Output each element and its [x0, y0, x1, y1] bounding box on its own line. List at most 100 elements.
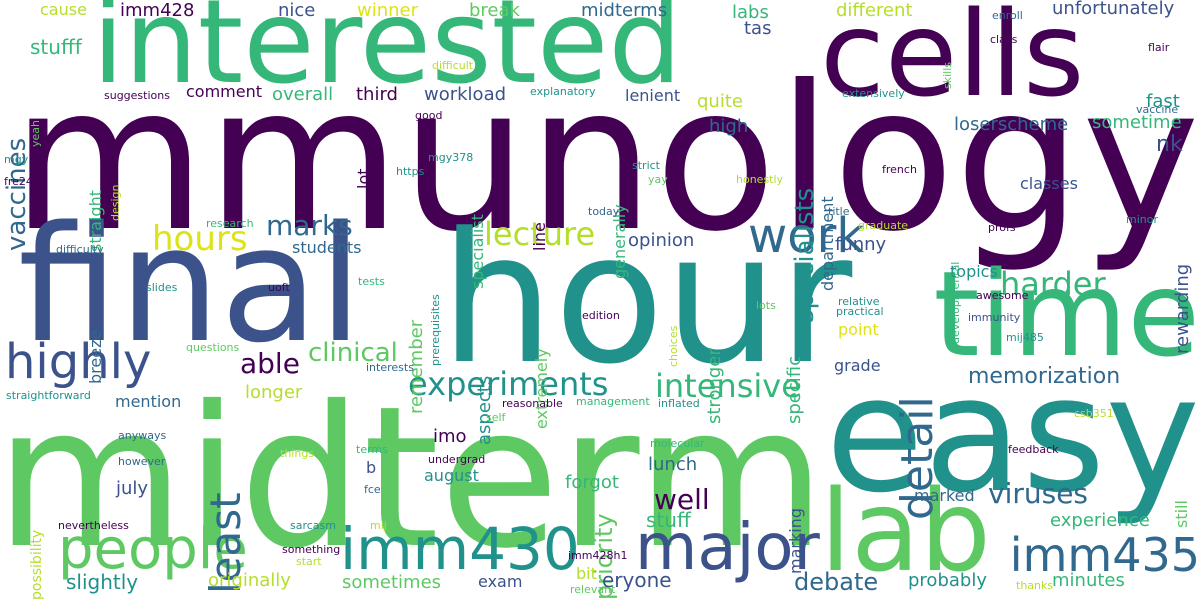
word-able: able [240, 347, 300, 380]
word-vaccine: vaccine [1136, 103, 1179, 116]
word-reasonable: reasonable [502, 397, 563, 410]
word-cause: cause [40, 0, 87, 19]
word-harder: harder [1000, 265, 1106, 303]
word-minor: minor [1126, 213, 1158, 226]
word-experience: experience [1050, 510, 1150, 531]
word-however: however [118, 455, 166, 468]
word-third: third [356, 84, 398, 105]
word-probably: probably [908, 570, 987, 591]
word-imo: imo [433, 426, 467, 447]
word-immunology: immunology [0, 43, 1200, 276]
word-loserscheme: loserscheme [954, 114, 1069, 135]
word-practical: practical [836, 305, 884, 318]
word-labs: labs [732, 2, 769, 23]
word-yay: yay [648, 173, 668, 186]
word-august: august [424, 466, 479, 485]
word-molecular: molecular [650, 437, 705, 450]
word-final: final [18, 191, 363, 378]
word-imm428h1: imm428h1 [568, 549, 628, 562]
word-edition: edition [582, 309, 620, 322]
word-breeze: breeze [86, 329, 105, 384]
word-opinion: opinion [628, 230, 695, 251]
word-suggestions: suggestions [104, 89, 170, 102]
word-interests: interests [366, 361, 414, 374]
word-relative: relative [838, 295, 880, 308]
word-longer: longer [245, 382, 303, 403]
word-imm428: imm428 [120, 0, 195, 21]
word-minutes: minutes [1052, 570, 1125, 591]
word-memorization: memorization [968, 364, 1121, 389]
word-lab: lab [820, 467, 991, 597]
word-lots: lots [756, 299, 776, 312]
word-forgot: forgot [565, 472, 619, 493]
word-specific: specific [784, 355, 805, 424]
word-thanks: thanks [1016, 579, 1054, 592]
word-graduate: graduate [858, 219, 909, 232]
word-comment: comment [186, 82, 263, 101]
word-sometime: sometime [1092, 112, 1182, 133]
word-work: work [748, 208, 865, 264]
word-specialist: specialist [468, 214, 487, 289]
word-design: design [109, 184, 122, 222]
word-mij485: mij485 [1006, 331, 1044, 344]
word-break: break [469, 0, 520, 21]
word-lecture: lecture [484, 215, 596, 253]
word-funny: funny [835, 234, 887, 255]
word-self: self [486, 411, 506, 424]
word-tests: tests [358, 275, 385, 288]
word-lunch: lunch [648, 454, 698, 475]
word-choices: choices [667, 325, 680, 367]
word-straightforward: straightforward [6, 389, 91, 402]
word-different: different [836, 0, 913, 21]
word-https: https [396, 165, 425, 178]
word-stronger: stronger [704, 348, 725, 424]
word-tas: tas [744, 18, 772, 39]
word-sometimes: sometimes [342, 572, 442, 593]
word-debate: debate [794, 568, 879, 596]
word-intensive: intensive [655, 367, 801, 405]
word-topics: topics [950, 262, 998, 281]
word-exam: exam [478, 572, 523, 591]
word-highly: highly [5, 334, 152, 390]
word-mgy378: mgy378 [428, 151, 474, 164]
word-awesome: awesome [976, 289, 1029, 302]
word-specialists: specialists [790, 187, 820, 323]
word-marked: marked [914, 486, 975, 505]
word-classes: classes [1020, 174, 1078, 193]
word-line: line [530, 222, 549, 251]
word-still: still [1172, 500, 1191, 528]
word-time: time [933, 245, 1200, 383]
word-b: b [366, 458, 377, 477]
word-yeah: yeah [29, 120, 42, 147]
word-july: july [116, 478, 149, 499]
word-management: management [576, 395, 650, 408]
word-class: class [990, 33, 1018, 46]
word-start: start [296, 555, 322, 568]
word-easy: easy [825, 341, 1200, 528]
word-high: high [709, 116, 749, 137]
word-title: title [828, 205, 850, 218]
word-flair: flair [1148, 41, 1170, 54]
word-people: people [58, 517, 248, 582]
word-slides: slides [146, 281, 178, 294]
word-extensively: extensively [842, 87, 905, 100]
word-experiments: experiments [408, 365, 609, 403]
word-imm430: imm430 [340, 515, 580, 583]
word-lenient: lenient [625, 86, 681, 105]
word-fce: fce [364, 483, 381, 496]
word-grade: grade [834, 356, 881, 375]
word-marks: marks [266, 209, 353, 242]
word-lot: lot [354, 168, 373, 189]
word-research: research [206, 217, 254, 230]
word-uoft: uoft [268, 281, 290, 294]
word-feedback: feedback [1008, 443, 1059, 456]
word-prerequisites: prerequisites [429, 294, 442, 366]
word-viruses: viruses [988, 477, 1089, 510]
word-slightly: slightly [66, 570, 139, 594]
word-something: something [282, 543, 341, 556]
word-skills: skills [941, 61, 954, 89]
word-workload: workload [424, 84, 507, 105]
word-midterms: midterms [581, 0, 668, 21]
word-bit: bit [576, 564, 597, 583]
word-stufff: stufff [30, 35, 82, 59]
